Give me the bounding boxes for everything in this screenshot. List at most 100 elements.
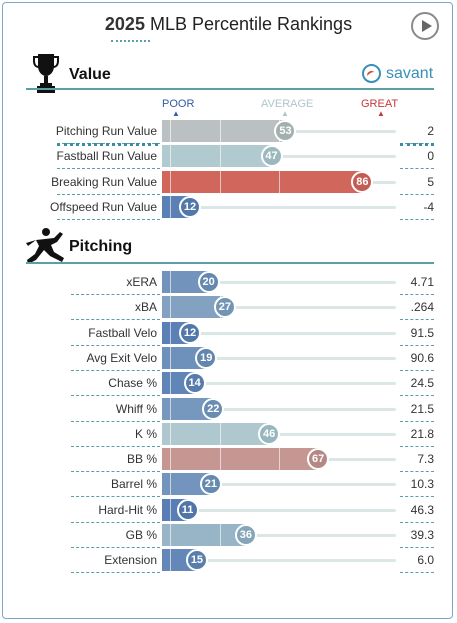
row-divider (400, 344, 434, 346)
scale-poor-label: POOR (162, 98, 195, 110)
row-divider (57, 218, 160, 220)
row-divider (71, 319, 160, 321)
row-label: GB % (125, 528, 157, 542)
percentile-circle[interactable]: 19 (195, 346, 218, 369)
percentile-track (163, 356, 396, 360)
row-label: Offspeed Run Value (50, 199, 157, 214)
row-label: Fastball Velo (88, 325, 157, 340)
percentile-circle[interactable]: 53 (274, 120, 297, 142)
scale-poor: POOR ▲ (162, 98, 194, 118)
percentile-circle[interactable]: 36 (234, 524, 257, 546)
percentile-circle[interactable]: 21 (199, 473, 222, 496)
row-label: Chase % (108, 376, 157, 391)
row-stat-value: .264 (410, 300, 434, 315)
row-divider (400, 294, 434, 295)
percentile-circle[interactable]: 11 (176, 498, 199, 521)
row-stat-value: 6.0 (417, 553, 434, 568)
row-label: Whiff % (115, 401, 157, 416)
bar-guide-line (170, 170, 171, 193)
row-divider (57, 168, 160, 170)
row-divider (400, 445, 434, 447)
percentile-circle[interactable]: 22 (202, 397, 225, 420)
percentile-circle[interactable]: 46 (258, 422, 281, 445)
percentile-circle[interactable]: 12 (178, 195, 201, 218)
savant-logo[interactable]: savant (362, 64, 433, 83)
row-divider (71, 369, 160, 371)
row-divider (71, 572, 160, 574)
row-stat-value: 4.71 (410, 275, 434, 289)
bar-guide-line (278, 170, 280, 193)
percentile-track (163, 306, 396, 310)
scale-great-label: GREAT (361, 98, 399, 110)
section-title-pitching: Pitching (69, 238, 133, 255)
bar-guide-line (170, 473, 171, 496)
bar-guide-line (170, 397, 171, 420)
play-button[interactable] (411, 12, 439, 40)
percentile-bar (162, 397, 214, 420)
row-label: xERA (126, 275, 157, 289)
row-stat-value: 21.5 (410, 401, 434, 416)
bar-guide-line (220, 145, 222, 168)
percentile-track (163, 508, 396, 512)
percentile-circle[interactable]: 86 (351, 170, 374, 193)
row-label: xBA (134, 300, 157, 315)
bar-guide-line (220, 448, 222, 471)
row-divider (400, 521, 434, 523)
row-stat-value: 46.3 (410, 502, 434, 517)
percentile-track (163, 382, 396, 386)
row-divider (71, 471, 160, 473)
bar-guide-line (170, 321, 171, 344)
percentile-circle[interactable]: 67 (307, 448, 330, 471)
row-label: Barrel % (110, 477, 157, 492)
row-stat-value: 91.5 (410, 325, 434, 340)
row-label: Breaking Run Value (51, 174, 157, 189)
row-divider (71, 420, 160, 422)
title-year: 2025 (104, 14, 145, 34)
row-stat-value: 21.8 (410, 426, 434, 441)
bar-guide-line (170, 145, 171, 168)
row-stat-value: 5 (427, 174, 434, 189)
row-divider (400, 471, 434, 473)
bar-guide-line (220, 524, 222, 546)
bar-guide-line (220, 120, 222, 142)
percentile-bar (162, 120, 286, 142)
scale-average-label: AVERAGE (261, 98, 314, 110)
row-label: Hard-Hit % (98, 502, 157, 517)
percentile-bar (162, 346, 207, 369)
scale-average-marker: ▲ (281, 109, 289, 118)
row-divider (71, 294, 160, 295)
bar-guide-line (170, 120, 171, 142)
bar-guide-line (170, 346, 171, 369)
row-divider (400, 572, 434, 574)
percentile-circle[interactable]: 12 (178, 321, 201, 344)
percentile-bar (162, 271, 209, 293)
row-label: Pitching Run Value (55, 124, 157, 138)
percentile-track (163, 407, 396, 411)
bar-guide-line (220, 422, 222, 445)
row-stat-value: 24.5 (410, 376, 434, 391)
percentile-bar (162, 296, 225, 319)
scale-average: AVERAGE ▲ (261, 98, 313, 118)
row-stat-value: -4 (423, 199, 434, 214)
title-underline (111, 40, 150, 42)
row-divider (400, 420, 434, 422)
row-divider (71, 344, 160, 346)
percentile-track (163, 205, 396, 209)
percentile-circle[interactable]: 15 (185, 549, 208, 572)
row-label: Avg Exit Velo (86, 350, 158, 365)
row-label: K % (134, 426, 157, 441)
bar-guide-line (170, 195, 171, 218)
percentile-circle[interactable]: 27 (213, 296, 236, 319)
pitcher-icon (26, 228, 64, 264)
bar-guide-line (170, 524, 171, 546)
bar-guide-line (170, 372, 171, 395)
percentile-circle[interactable]: 14 (183, 372, 206, 395)
row-label: Fastball Run Value (56, 149, 158, 164)
row-divider (400, 319, 434, 321)
highlight-divider (400, 143, 434, 146)
percentile-circle[interactable]: 20 (197, 271, 220, 293)
baseball-icon (362, 64, 381, 83)
row-divider (400, 547, 434, 548)
percentile-circle[interactable]: 47 (260, 145, 283, 168)
scale-great: GREAT ▲ (361, 98, 398, 118)
